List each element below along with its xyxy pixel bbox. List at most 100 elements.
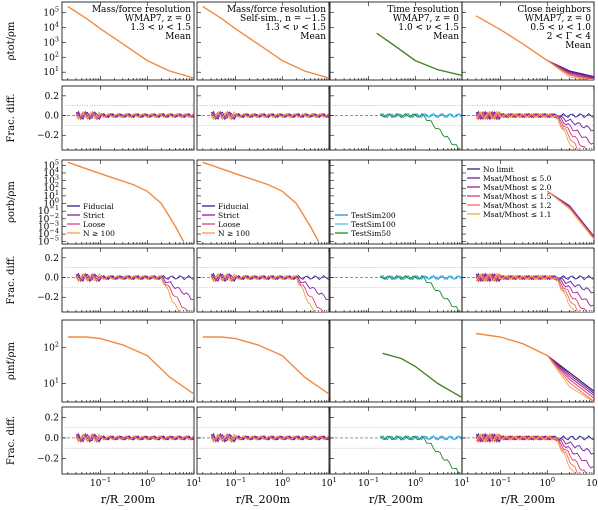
frac-diff-curve bbox=[210, 272, 329, 283]
legend-item-col3-5: Msat/Mhost ≤ 1.1 bbox=[467, 210, 551, 219]
x-tick-label: 10−1 bbox=[358, 476, 379, 489]
frac-diff-curve bbox=[380, 274, 462, 312]
panel-r4-c2 bbox=[329, 319, 463, 403]
legend-label: N ≥ 100 bbox=[218, 229, 250, 238]
frac-diff-curve bbox=[75, 272, 194, 283]
panel-frame bbox=[461, 1, 595, 81]
x-tick-label: 10−1 bbox=[490, 476, 511, 489]
panel-frame bbox=[461, 159, 595, 245]
annotation-col0-line0: Mass/force resolution bbox=[92, 5, 191, 15]
density-curve bbox=[202, 5, 329, 79]
y-tick-label: −0.2 bbox=[37, 293, 59, 303]
legend-label: Msat/Mhost ≤ 5.0 bbox=[483, 174, 552, 183]
row-ylabel-0: ρtot/ρm bbox=[6, 21, 17, 60]
x-tick-label: 100 bbox=[407, 476, 423, 489]
neighbor-curve bbox=[546, 355, 594, 399]
panel-frame bbox=[461, 319, 595, 403]
frac-diff-curve bbox=[475, 110, 594, 150]
y-tick-label: 0.0 bbox=[45, 112, 60, 122]
frac-diff-curve bbox=[475, 110, 594, 150]
panel-frame bbox=[461, 406, 595, 475]
density-curve bbox=[67, 161, 185, 243]
row-ylabel-3: Frac. diff. bbox=[6, 255, 17, 304]
legend-item-col0-3: N ≥ 100 bbox=[67, 229, 115, 238]
legend-label: N ≥ 100 bbox=[83, 229, 115, 238]
panel-r0-c0 bbox=[61, 1, 195, 81]
legend-label: Msat/Mhost ≤ 2.0 bbox=[483, 183, 552, 192]
panel-r2-c2 bbox=[329, 159, 463, 245]
density-curve-testsim50 bbox=[382, 352, 462, 398]
panel-r2-c3 bbox=[461, 159, 595, 245]
legend-item-col2-0: TestSim200 bbox=[335, 211, 396, 220]
legend-label: TestSim100 bbox=[351, 220, 396, 229]
y-tick-label: 105 bbox=[43, 5, 59, 18]
x-tick-label: 100 bbox=[274, 476, 290, 489]
panel-r1-c2 bbox=[329, 85, 463, 151]
y-tick-label: 102 bbox=[43, 341, 59, 354]
frac-diff-curve bbox=[210, 110, 329, 121]
legend-item-col0-1: Strict bbox=[67, 211, 104, 220]
panel-frame bbox=[61, 159, 195, 245]
neighbor-curve bbox=[546, 355, 594, 402]
panel-frame bbox=[329, 247, 463, 313]
neighbor-curve bbox=[546, 355, 594, 402]
legend-item-col3-1: Msat/Mhost ≤ 5.0 bbox=[467, 174, 552, 183]
y-tick-label: 103 bbox=[43, 35, 59, 48]
annotation-col2-line0: Time resolution bbox=[387, 5, 459, 15]
frac-diff-curve bbox=[75, 272, 194, 312]
legend-item-col1-0: Fiducial bbox=[202, 202, 249, 211]
legend-item-col2-2: TestSim50 bbox=[335, 229, 391, 238]
density-curve-testsim50 bbox=[376, 32, 462, 77]
legend-item-col3-2: Msat/Mhost ≤ 2.0 bbox=[467, 183, 552, 192]
frac-diff-curve bbox=[210, 432, 329, 444]
annotation-col3-line4: Mean bbox=[565, 41, 591, 51]
y-tick-label: 102 bbox=[43, 50, 59, 63]
row-ylabel-5: Frac. diff. bbox=[6, 416, 17, 465]
panel-frame bbox=[196, 85, 330, 151]
annotation-col2-line1: WMAP7, z = 0 bbox=[393, 14, 459, 24]
annotation-col1-line2: 1.3 < ν < 1.5 bbox=[265, 23, 326, 33]
xlabel-col0: r/R_200m bbox=[101, 493, 156, 506]
panel-r3-c2 bbox=[329, 247, 463, 313]
density-curve bbox=[67, 336, 194, 395]
panel-r2-c0 bbox=[61, 159, 195, 245]
panel-r4-c3 bbox=[461, 319, 595, 403]
annotation-col3-line1: WMAP7, z = 0 bbox=[525, 14, 591, 24]
x-tick-label: 100 bbox=[539, 476, 555, 489]
legend-item-col2-1: TestSim100 bbox=[335, 220, 396, 229]
panel-frame bbox=[329, 85, 463, 151]
frac-diff-curve bbox=[380, 112, 462, 119]
x-tick-label: 10−1 bbox=[225, 476, 246, 489]
neighbor-curve bbox=[546, 355, 594, 394]
frac-diff-curve bbox=[475, 272, 594, 312]
xlabel-col1: r/R_200m bbox=[236, 493, 291, 506]
x-tick-label: 10−1 bbox=[90, 476, 111, 489]
legend-label: Msat/Mhost ≤ 1.1 bbox=[483, 210, 551, 219]
x-tick-label: 101 bbox=[586, 476, 598, 489]
panel-frame bbox=[196, 1, 330, 81]
panel-r5-c2 bbox=[329, 406, 463, 475]
y-tick-label: 0.2 bbox=[45, 92, 59, 102]
annotation-col2-line2: 1.0 < ν < 1.5 bbox=[398, 23, 459, 33]
y-tick-label: 101 bbox=[43, 376, 59, 389]
frac-diff-curve bbox=[475, 110, 594, 150]
density-curve bbox=[67, 5, 194, 79]
legend-item-col1-3: N ≥ 100 bbox=[202, 229, 250, 238]
legend-item-col0-2: Loose bbox=[67, 220, 106, 229]
frac-diff-curve bbox=[75, 432, 194, 444]
legend-label: Strict bbox=[218, 211, 239, 220]
panel-frame bbox=[196, 319, 330, 403]
frac-diff-curve bbox=[475, 432, 594, 474]
annotation-col3-line3: 2 < Γ < 4 bbox=[547, 32, 591, 42]
panel-r0-c1 bbox=[196, 1, 330, 81]
x-tick-label: 101 bbox=[186, 476, 202, 489]
legend-label: TestSim50 bbox=[351, 229, 391, 238]
x-tick-label: 100 bbox=[139, 476, 155, 489]
density-curve bbox=[202, 161, 320, 243]
legend-label: Fiducial bbox=[83, 202, 114, 211]
y-tick-label: 0.2 bbox=[45, 254, 59, 264]
annotation-col0-line3: Mean bbox=[165, 32, 191, 42]
legend-label: Strict bbox=[83, 211, 104, 220]
